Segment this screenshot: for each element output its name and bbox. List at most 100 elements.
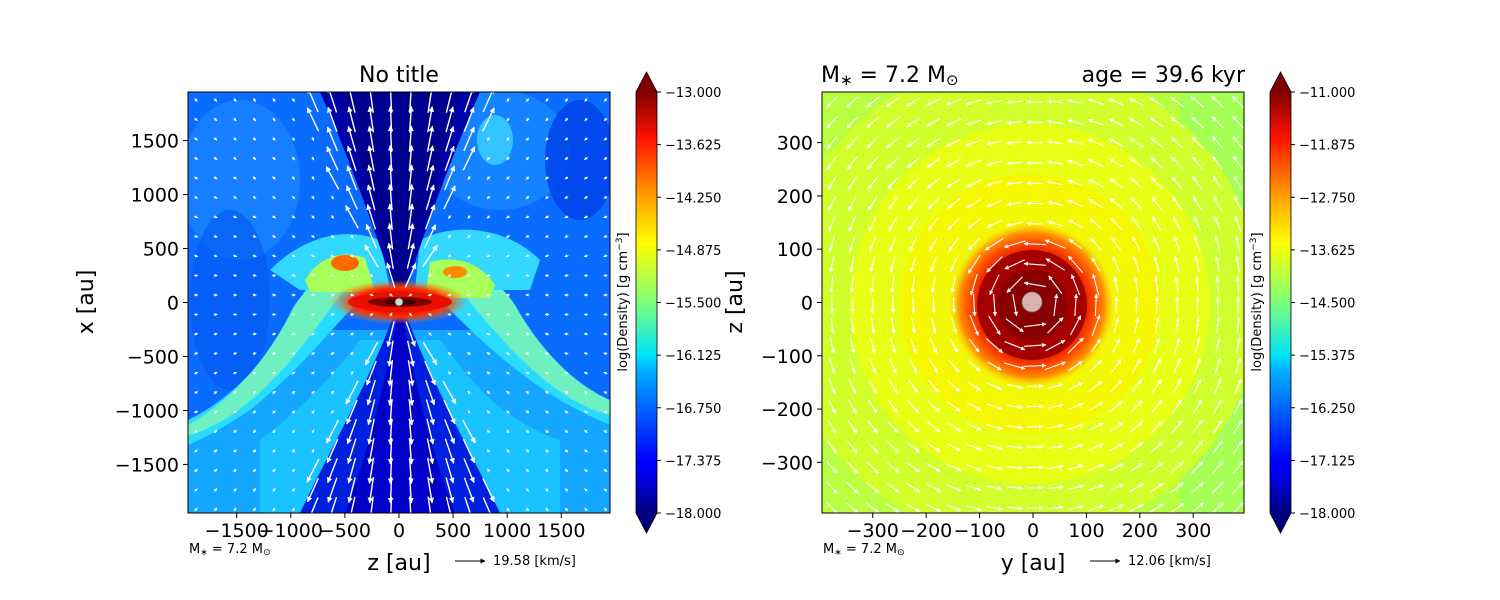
left-velocity-arrow bbox=[545, 137, 549, 141]
right-velocity-arrow bbox=[1068, 360, 1083, 371]
right-velocity-arrow bbox=[1088, 159, 1104, 167]
left-velocity-arrow bbox=[444, 438, 455, 464]
left-velocity-arrow bbox=[252, 391, 257, 395]
left-velocity-arrow bbox=[603, 195, 608, 199]
right-velocity-arrow bbox=[1114, 296, 1119, 314]
left-velocity-arrow bbox=[194, 391, 199, 395]
left-velocity-arrow bbox=[366, 184, 376, 211]
left-velocity-arrow bbox=[525, 176, 530, 180]
right-velocity-arrow bbox=[926, 157, 941, 168]
left-xtick-label: 500 bbox=[435, 520, 471, 542]
left-velocity-arrow bbox=[482, 107, 495, 132]
left-velocity-arrow bbox=[232, 352, 238, 356]
right-velocity-arrow bbox=[1153, 337, 1161, 354]
right-velocity-arrow bbox=[1110, 380, 1123, 393]
left-velocity-arrow bbox=[463, 477, 475, 503]
left-velocity-arrow bbox=[306, 477, 320, 503]
left-velocity-arrow bbox=[310, 497, 319, 513]
left-title: No title bbox=[359, 63, 439, 88]
left-velocity-arrow bbox=[232, 273, 238, 277]
left-velocity-arrow bbox=[603, 430, 608, 434]
left-xtick-label: 1000 bbox=[483, 520, 531, 542]
right-xtick-label: −300 bbox=[847, 520, 899, 542]
right-velocity-arrow bbox=[966, 422, 982, 431]
left-velocity-arrow bbox=[424, 360, 436, 386]
left-xtick-label: −1000 bbox=[259, 520, 323, 542]
left-velocity-arrow bbox=[487, 429, 491, 434]
right-colorbar-tick-label: −12.750 bbox=[1299, 191, 1355, 206]
left-velocity-arrow bbox=[506, 215, 510, 219]
left-velocity-arrow bbox=[386, 242, 394, 269]
right-velocity-arrow bbox=[1006, 445, 1024, 450]
left-velocity-arrow bbox=[350, 254, 354, 258]
right-colorbar-tick-label: −13.625 bbox=[1299, 244, 1355, 259]
left-velocity-arrow bbox=[311, 390, 315, 395]
right-velocity-arrow bbox=[986, 200, 1003, 207]
left-velocity-arrow bbox=[367, 457, 375, 484]
left-velocity-arrow bbox=[603, 98, 608, 102]
right-velocity-arrow bbox=[906, 137, 920, 148]
right-velocity-arrow bbox=[870, 317, 876, 334]
right-velocity-arrow bbox=[1153, 256, 1160, 273]
left-velocity-arrow bbox=[271, 332, 277, 336]
right-velocity-arrow bbox=[929, 338, 938, 354]
right-velocity-arrow bbox=[1003, 240, 1026, 249]
left-velocity-arrow bbox=[427, 106, 435, 133]
right-velocity-arrow bbox=[1173, 236, 1181, 252]
right-velocity-arrow bbox=[886, 116, 900, 128]
left-velocity-arrow bbox=[271, 352, 277, 356]
right-velocity-arrow bbox=[1094, 293, 1099, 317]
right-velocity-arrow bbox=[1089, 380, 1103, 392]
left-velocity-arrow bbox=[272, 507, 276, 512]
right-velocity-arrow bbox=[986, 140, 1003, 146]
left-velocity-arrow bbox=[213, 195, 218, 199]
left-velocity-arrow bbox=[310, 313, 316, 317]
right-velocity-arrow bbox=[927, 197, 940, 210]
right-velocity-arrow bbox=[889, 358, 897, 374]
left-xlabel: z [au] bbox=[367, 551, 430, 576]
right-velocity-arrow bbox=[1235, 276, 1240, 293]
left-velocity-arrow bbox=[564, 254, 569, 258]
left-velocity-arrow bbox=[467, 254, 471, 258]
left-velocity-arrow bbox=[291, 352, 296, 356]
right-ylabel: z [au] bbox=[723, 270, 748, 333]
left-velocity-arrow bbox=[443, 165, 456, 191]
right-velocity-arrow bbox=[907, 400, 919, 413]
right-ytick-label: 200 bbox=[777, 186, 813, 208]
right-velocity-arrow bbox=[1088, 401, 1104, 412]
left-velocity-arrow bbox=[564, 371, 569, 375]
left-velocity-arrow bbox=[506, 507, 510, 512]
left-velocity-arrow bbox=[291, 195, 296, 200]
left-velocity-arrow bbox=[330, 332, 335, 336]
left-velocity-arrow bbox=[233, 468, 237, 473]
left-velocity-arrow bbox=[426, 457, 435, 484]
left-velocity-arrow bbox=[408, 293, 413, 297]
left-colorbar-tick-label: −16.125 bbox=[665, 349, 721, 364]
right-velocity-arrow bbox=[825, 95, 839, 109]
right-velocity-arrow bbox=[1047, 220, 1064, 227]
left-velocity-arrow bbox=[525, 254, 530, 258]
left-velocity-arrow bbox=[213, 156, 218, 161]
right-velocity-arrow bbox=[1112, 338, 1121, 353]
left-velocity-arrow bbox=[544, 215, 549, 219]
right-velocity-arrow bbox=[986, 382, 1003, 390]
right-velocity-arrow bbox=[1046, 160, 1064, 165]
right-velocity-arrow bbox=[886, 441, 900, 454]
right-velocity-arrow bbox=[1006, 181, 1023, 186]
right-star-marker bbox=[1021, 291, 1043, 313]
left-velocity-arrow bbox=[370, 496, 374, 513]
right-velocity-arrow bbox=[849, 358, 856, 374]
left-velocity-arrow bbox=[603, 273, 608, 277]
right-velocity-arrow bbox=[1047, 383, 1064, 389]
left-velocity-arrow bbox=[325, 419, 340, 444]
left-velocity-arrow bbox=[408, 437, 414, 465]
left-velocity-arrow bbox=[544, 234, 549, 238]
right-velocity-arrow bbox=[848, 216, 856, 232]
right-velocity-arrow bbox=[1046, 99, 1064, 104]
left-velocity-arrow bbox=[233, 156, 237, 161]
left-velocity-arrow bbox=[365, 223, 378, 249]
right-panel: −300 −200 −100 0 100 200 3003002001000−100−200… bbox=[723, 63, 1355, 576]
right-velocity-arrow bbox=[1170, 461, 1184, 474]
left-velocity-arrow bbox=[545, 468, 549, 473]
left-velocity-arrow bbox=[467, 351, 471, 356]
